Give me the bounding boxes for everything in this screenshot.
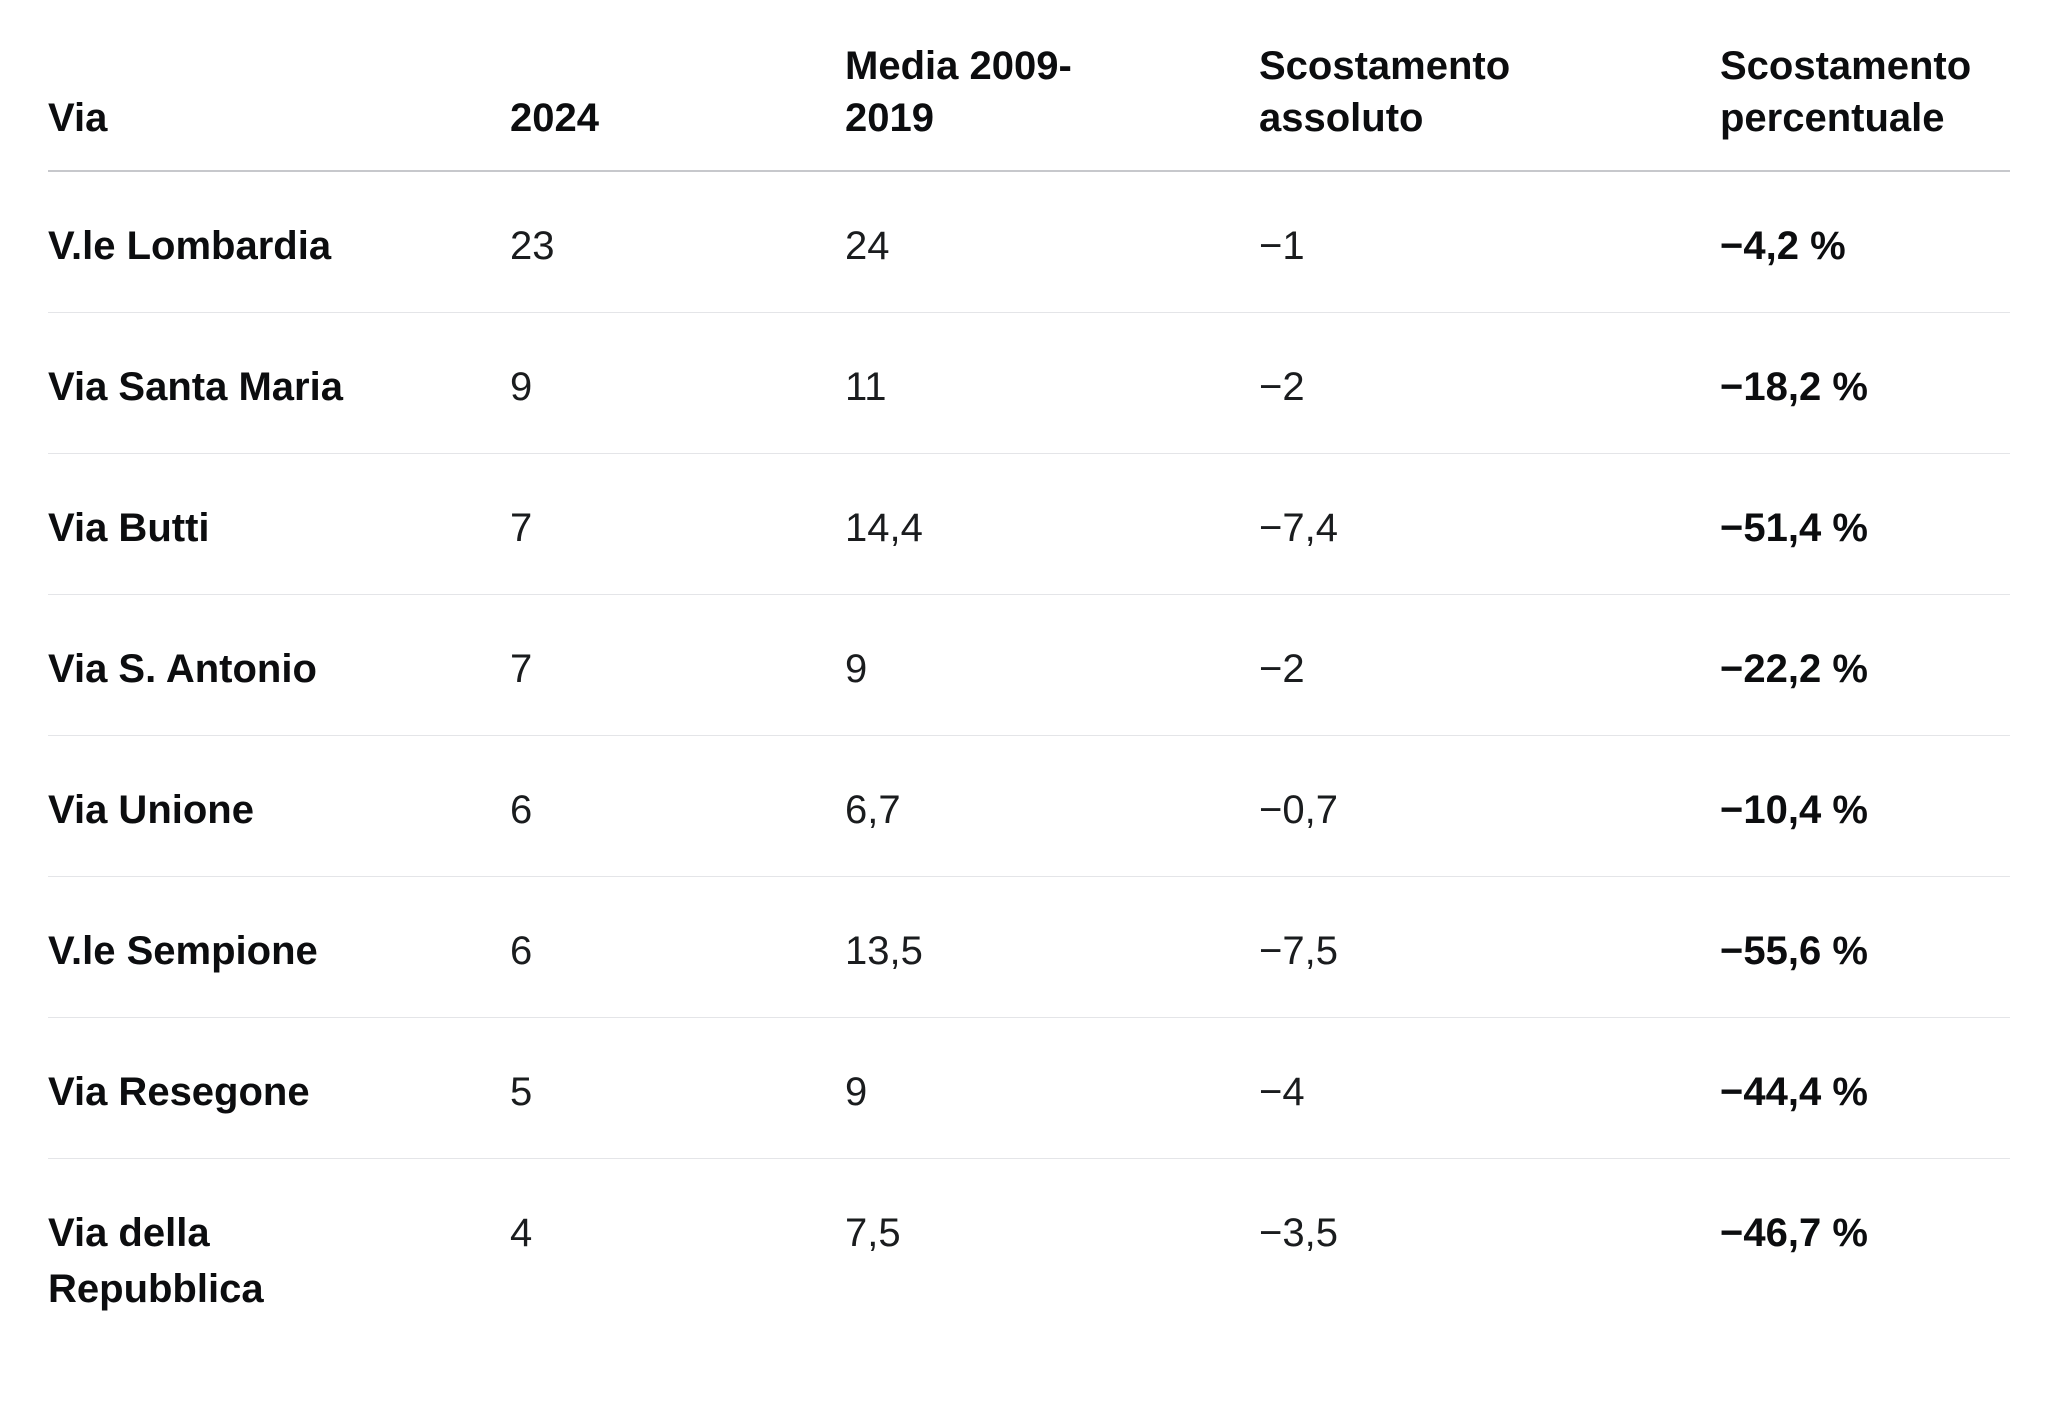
table-row: Via Butti 7 14,4 −7,4 −51,4 % <box>48 453 2010 595</box>
column-header-via: Via <box>48 0 510 172</box>
value-media-2009-2019: 24 <box>845 171 1259 313</box>
value-scostamento-assoluto: −4 <box>1259 1017 1720 1159</box>
value-scostamento-percentuale: −10,4 % <box>1720 735 2010 877</box>
table-row: Via della Repubblica 4 7,5 −3,5 −46,7 % <box>48 1159 2010 1356</box>
value-scostamento-assoluto: −0,7 <box>1259 735 1720 877</box>
street-name-cell: Via S. Antonio <box>48 594 510 736</box>
street-name-cell: Via Santa Maria <box>48 312 510 454</box>
value-scostamento-percentuale: −4,2 % <box>1720 171 2010 313</box>
street-name-cell: Via della Repubblica <box>48 1159 510 1356</box>
street-name-cell: V.le Sempione <box>48 876 510 1018</box>
street-name: Via Butti <box>48 506 210 550</box>
table-row: Via Resegone 5 9 −4 −44,4 % <box>48 1017 2010 1159</box>
column-header-via-label: Via <box>48 96 108 140</box>
value-2024: 6 <box>510 735 845 877</box>
column-header-scostamento-percentuale: Scostamento percentuale <box>1720 0 2010 172</box>
street-name: Via S. Antonio <box>48 647 317 691</box>
column-header-scostamento-assoluto-label: Scostamento assoluto <box>1259 44 1511 140</box>
value-scostamento-assoluto: −3,5 <box>1259 1211 1338 1255</box>
value-media-2009-2019: 6,7 <box>845 735 1259 877</box>
street-name: Via della Repubblica <box>48 1211 264 1311</box>
street-name-cell: V.le Lombardia <box>48 171 510 313</box>
street-name: Via Santa Maria <box>48 365 343 409</box>
table-row: Via Unione 6 6,7 −0,7 −10,4 % <box>48 735 2010 877</box>
value-media-2009-2019: 14,4 <box>845 453 1259 595</box>
value-2024: 9 <box>510 312 845 454</box>
street-name: V.le Sempione <box>48 929 318 973</box>
value-scostamento-assoluto: −2 <box>1259 312 1720 454</box>
table-row: V.le Lombardia 23 24 −1 −4,2 % <box>48 171 2010 313</box>
value-scostamento-percentuale: −46,7 % <box>1720 1211 1868 1255</box>
value-scostamento-percentuale: −22,2 % <box>1720 594 2010 736</box>
value-media-2009-2019: 11 <box>845 312 1259 454</box>
value-2024: 5 <box>510 1017 845 1159</box>
value-scostamento-assoluto: −2 <box>1259 594 1720 736</box>
table-row: Via S. Antonio 7 9 −2 −22,2 % <box>48 594 2010 736</box>
value-media-2009-2019: 9 <box>845 1017 1259 1159</box>
column-header-media: Media 2009-2019 <box>845 0 1259 172</box>
value-scostamento-percentuale: −51,4 % <box>1720 453 2010 595</box>
value-media-2009-2019: 9 <box>845 594 1259 736</box>
value-media-2009-2019: 13,5 <box>845 876 1259 1018</box>
value-2024: 4 <box>510 1211 533 1255</box>
street-name-cell: Via Unione <box>48 735 510 877</box>
value-scostamento-assoluto: −7,5 <box>1259 876 1720 1018</box>
value-scostamento-percentuale: −44,4 % <box>1720 1017 2010 1159</box>
value-2024: 7 <box>510 594 845 736</box>
value-scostamento-assoluto: −1 <box>1259 171 1720 313</box>
value-scostamento-percentuale: −55,6 % <box>1720 876 2010 1018</box>
table-row: V.le Sempione 6 13,5 −7,5 −55,6 % <box>48 876 2010 1018</box>
street-name: V.le Lombardia <box>48 224 332 268</box>
value-media-2009-2019: 7,5 <box>845 1211 901 1255</box>
value-scostamento-percentuale: −18,2 % <box>1720 312 2010 454</box>
table-body: V.le Lombardia 23 24 −1 −4,2 % Via Santa… <box>48 171 2010 1355</box>
value-scostamento-assoluto: −7,4 <box>1259 453 1720 595</box>
header-row: Via 2024 Media 2009-2019 Scostamento ass… <box>48 0 2010 172</box>
street-name-cell: Via Resegone <box>48 1017 510 1159</box>
value-2024: 6 <box>510 876 845 1018</box>
table-header: Via 2024 Media 2009-2019 Scostamento ass… <box>48 0 2010 172</box>
value-2024: 7 <box>510 453 845 595</box>
column-header-scostamento-percentuale-label: Scostamento percentuale <box>1720 44 1972 140</box>
street-name-cell: Via Butti <box>48 453 510 595</box>
value-2024: 23 <box>510 171 845 313</box>
street-name: Via Unione <box>48 788 254 832</box>
streets-table: Via 2024 Media 2009-2019 Scostamento ass… <box>48 0 2010 1355</box>
column-header-scostamento-assoluto: Scostamento assoluto <box>1259 0 1720 172</box>
street-name: Via Resegone <box>48 1070 310 1114</box>
column-header-2024: 2024 <box>510 0 845 172</box>
column-header-2024-label: 2024 <box>510 96 599 140</box>
column-header-media-label: Media 2009-2019 <box>845 44 1072 140</box>
table-row: Via Santa Maria 9 11 −2 −18,2 % <box>48 312 2010 454</box>
